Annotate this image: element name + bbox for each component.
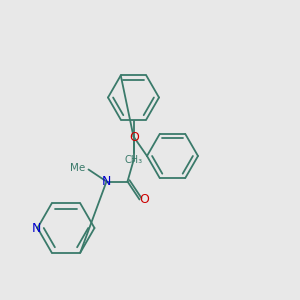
Text: CH₃: CH₃ <box>124 155 142 165</box>
Text: O: O <box>129 131 139 144</box>
Text: N: N <box>31 221 41 235</box>
Text: Me: Me <box>70 163 85 173</box>
Text: O: O <box>139 193 149 206</box>
Text: N: N <box>102 175 111 188</box>
